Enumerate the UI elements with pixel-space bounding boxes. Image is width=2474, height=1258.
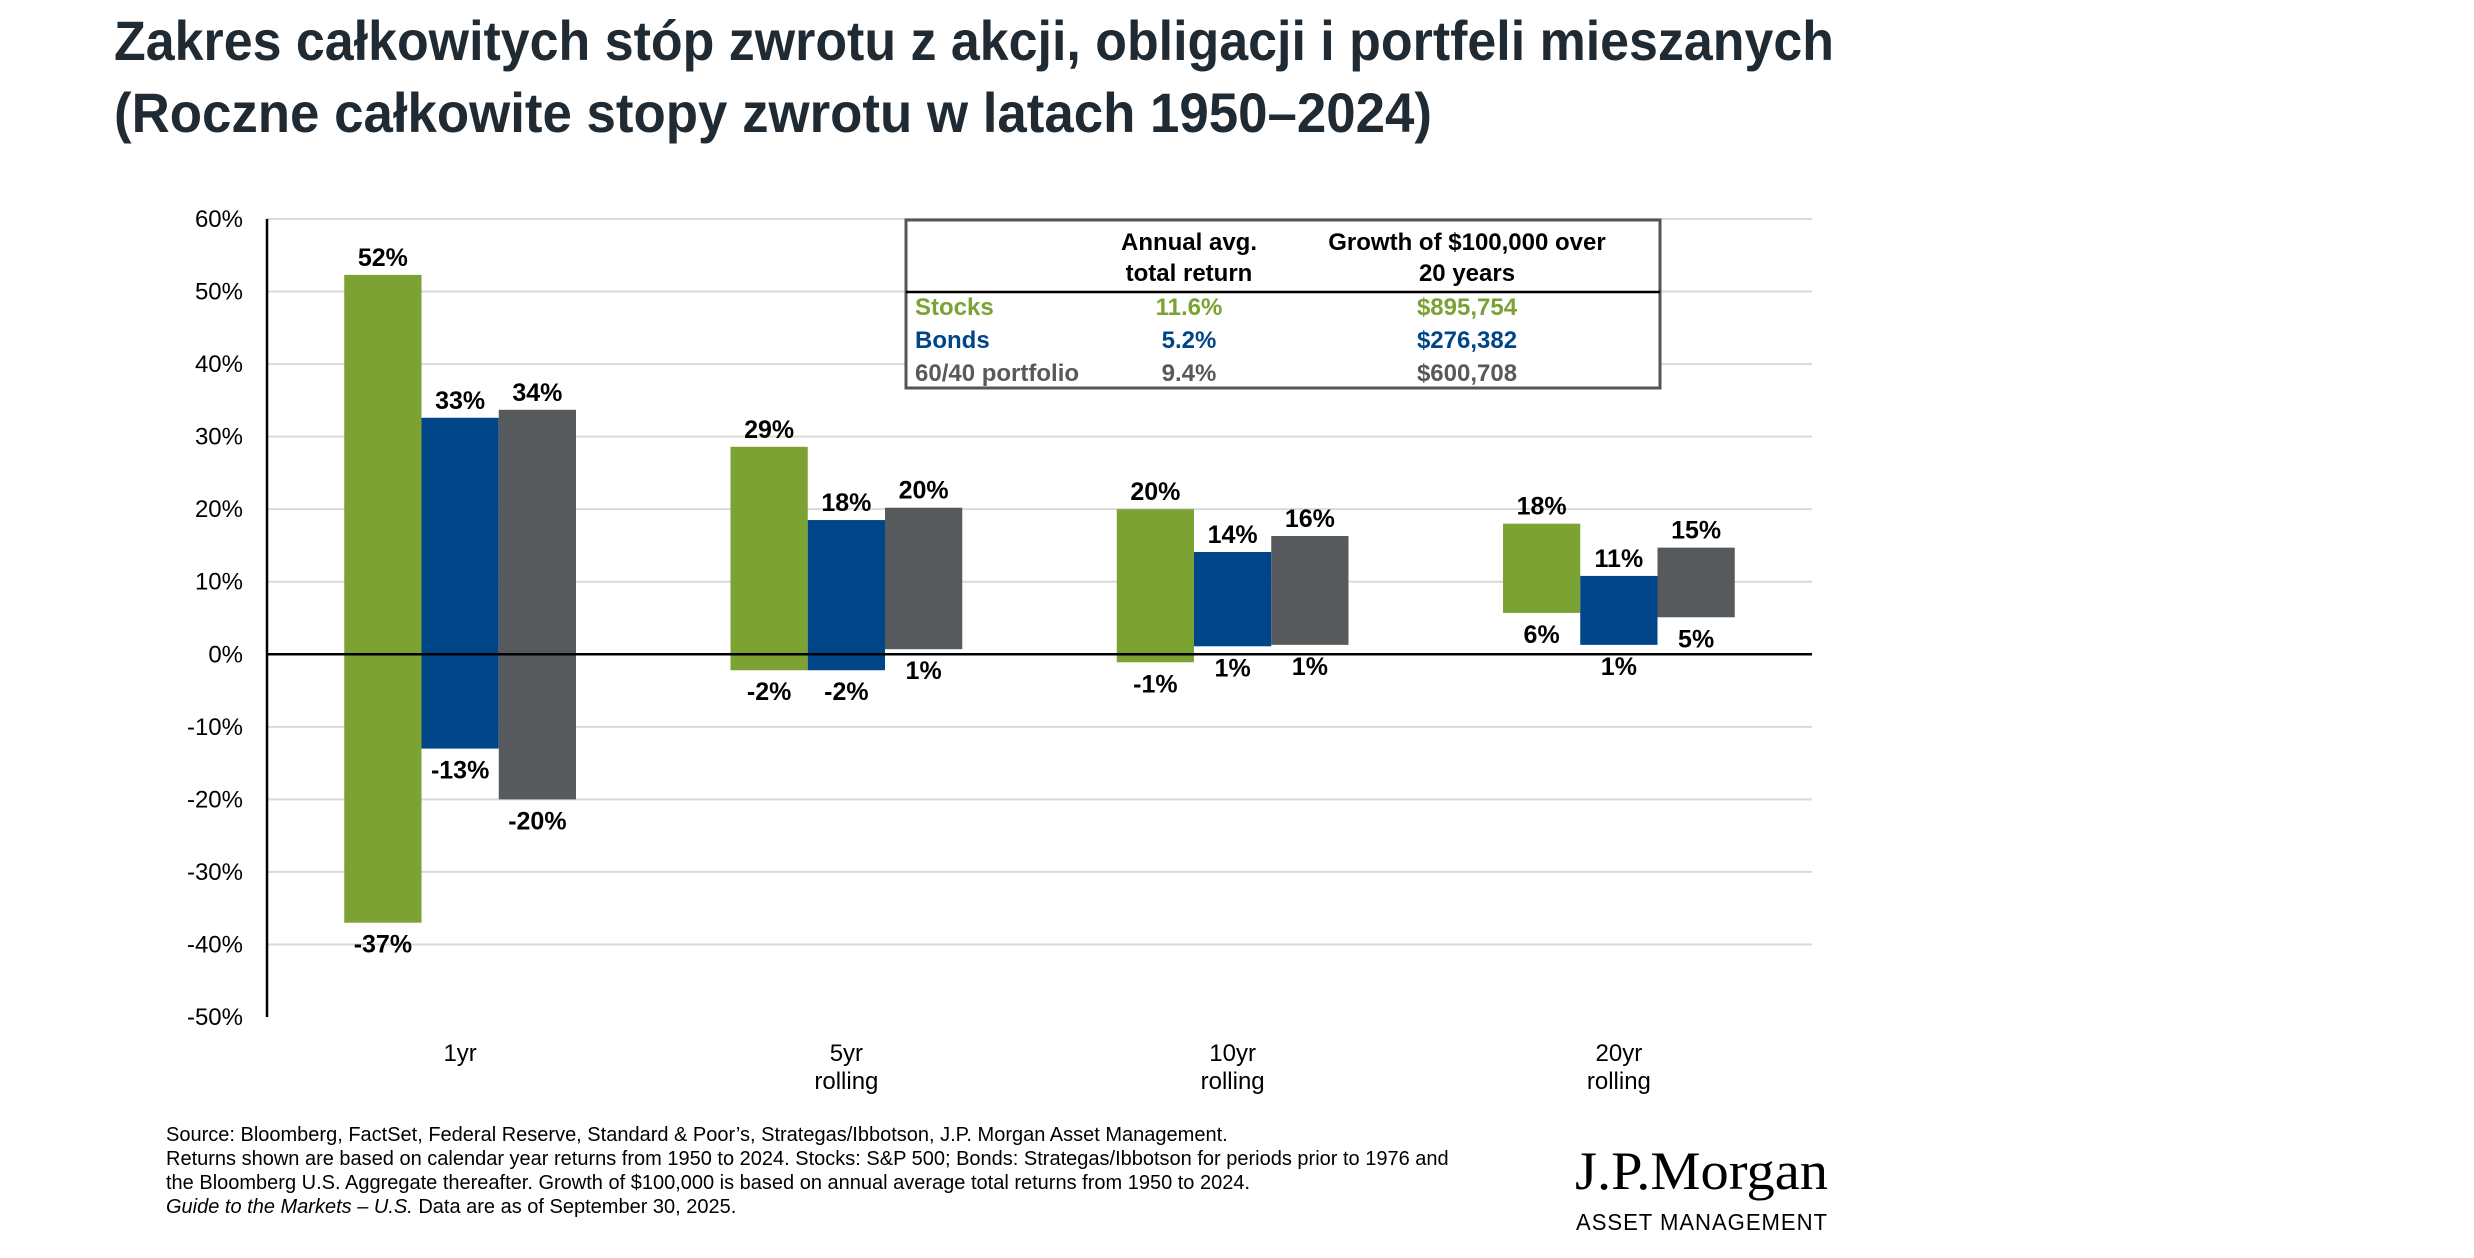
range-bar [421,417,499,749]
range-bar [1194,551,1272,647]
category-label: 10yr [1209,1040,1256,1067]
range-bar [1271,536,1349,645]
min-label: 1% [1292,653,1328,681]
min-label: -1% [1133,670,1177,698]
range-bar [344,274,422,923]
footnote-line: Source: Bloomberg, FactSet, Federal Rese… [166,1124,1228,1146]
category-label: rolling [814,1068,878,1095]
max-label: 11% [1595,545,1644,573]
max-label: 33% [435,387,485,415]
y-tick-label: -30% [187,859,243,886]
max-label: 29% [744,416,794,444]
min-label: -20% [508,807,566,835]
range-bar [885,507,963,650]
min-label: 1% [1215,654,1251,682]
table-header: Annual avg. [1121,229,1257,256]
chart-title: Zakres całkowitych stóp zwrotu z akcji, … [114,9,1834,72]
min-label: 1% [906,657,942,685]
min-label: -13% [431,757,489,785]
svg-text:J.P.Morgan: J.P.Morgan [1575,1141,1828,1201]
bars: 52% -37% 33% -13% 34% -20% 29% -2% 18% -2% 20% 1% 20… [265,219,1812,1017]
table-header: Growth of $100,000 over [1328,229,1605,256]
svg-text:ASSET MANAGEMENT: ASSET MANAGEMENT [1576,1209,1828,1235]
table-avg-return: 5.2% [1162,327,1217,354]
category-label: 20yr [1596,1040,1643,1067]
table-header: total return [1126,260,1253,287]
max-label: 34% [512,379,562,407]
min-label: 1% [1601,653,1637,681]
table-row-label: 60/40 portfolio [915,360,1079,387]
max-label: 15% [1671,517,1721,545]
footnote-date: Guide to the Markets – U.S. Data are as … [166,1196,736,1218]
range-bar [1580,575,1658,645]
category-label: 5yr [830,1040,863,1067]
category-label: rolling [1587,1068,1651,1095]
min-label: 6% [1524,621,1560,649]
y-tick-label: -50% [187,1004,243,1031]
table-growth: $276,382 [1417,327,1517,354]
max-label: 18% [821,489,871,517]
max-label: 20% [1130,478,1180,506]
y-tick-label: -20% [187,786,243,813]
min-label: -37% [354,931,412,959]
y-tick-label: 0% [208,641,243,668]
footnote-line: the Bloomberg U.S. Aggregate thereafter.… [166,1172,1250,1194]
range-bar [730,446,808,671]
y-tick-label: 50% [195,279,243,306]
footnote-line: Returns shown are based on calendar year… [166,1148,1449,1170]
table-row-label: Stocks [915,294,994,321]
y-tick-label: 60% [195,206,243,233]
jpmorgan-logo: J.P.Morgan ASSET MANAGEMENT [1575,1141,1828,1235]
data-date: Data are as of September 30, 2025. [413,1196,737,1218]
max-label: 14% [1208,521,1258,549]
table-growth: $600,708 [1417,360,1517,387]
max-label: 16% [1285,505,1335,533]
table-avg-return: 11.6% [1156,294,1223,321]
range-bar [1116,509,1194,663]
y-axis-ticks: 60% 50% 40% 30% 20% 10% 0% -10% -20% -30% -40% -50% [187,206,243,1031]
y-tick-label: -40% [187,931,243,958]
table-growth: $895,754 [1417,294,1518,321]
min-label: -2% [747,678,791,706]
y-tick-label: 40% [195,351,243,378]
category-label: rolling [1201,1068,1265,1095]
range-bar [498,409,576,800]
table-border [904,218,1662,390]
table-header: 20 years [1419,260,1515,287]
summary-table: Annual avg. total return Growth of $100,00… [904,218,1662,390]
max-label: 18% [1517,493,1567,521]
footnotes: Source: Bloomberg, FactSet, Federal Rese… [166,1124,1449,1218]
min-label: -2% [824,678,868,706]
range-bar [807,520,885,671]
y-tick-label: 20% [195,496,243,523]
table-avg-return: 9.4% [1162,360,1217,387]
y-tick-label: 30% [195,424,243,451]
guide-title: Guide to the Markets – U.S. [166,1196,413,1218]
range-bar [1503,523,1581,613]
y-tick-label: 10% [195,569,243,596]
y-tick-label: -10% [187,714,243,741]
chart-subtitle: (Roczne całkowite stopy zwrotu w latach … [114,81,1432,144]
min-label: 5% [1678,625,1714,653]
max-label: 52% [358,244,408,272]
table-row-label: Bonds [915,327,990,354]
range-bar [1657,547,1735,618]
max-label: 20% [899,477,949,505]
category-label: 1yr [443,1040,476,1067]
